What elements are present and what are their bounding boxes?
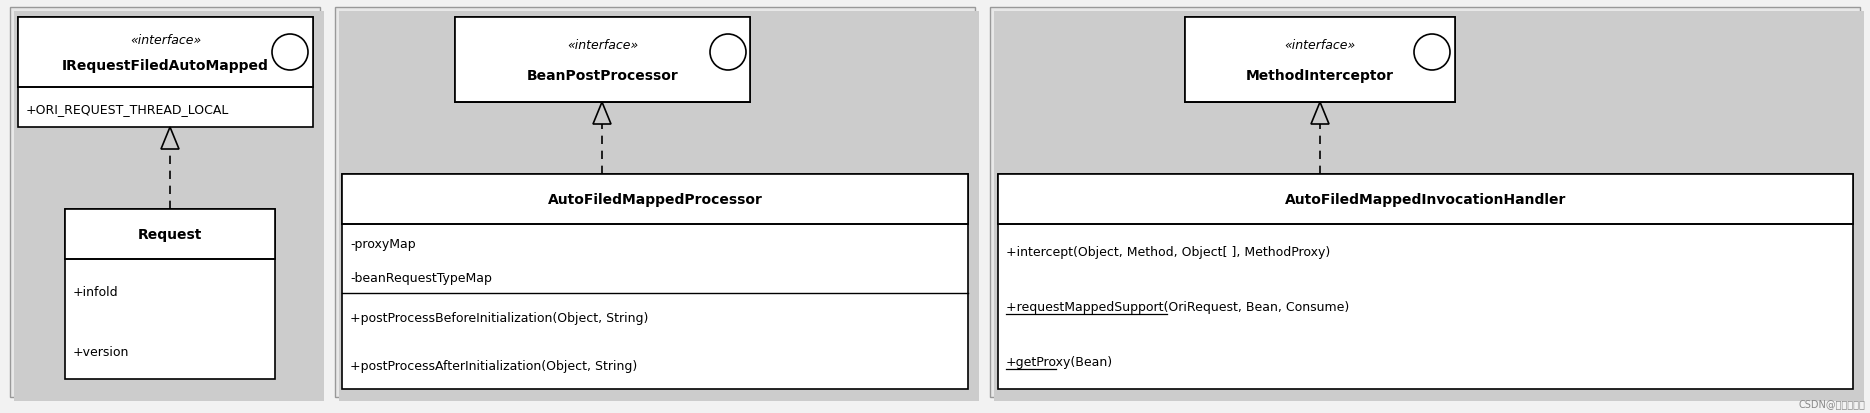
Bar [22, 22, 318, 132]
Text: CSDN@转技术团队: CSDN@转技术团队 [1799, 398, 1864, 408]
Bar [346, 178, 972, 393]
Bar [69, 214, 279, 383]
Bar [1189, 22, 1459, 107]
Bar [995, 12, 1864, 401]
Text: -proxyMap: -proxyMap [350, 237, 415, 250]
Bar [65, 209, 275, 379]
Text: +intercept(Object, Method, Object[ ], MethodProxy): +intercept(Object, Method, Object[ ], Me… [1006, 245, 1330, 259]
Bar [65, 209, 275, 259]
Bar [989, 8, 1861, 397]
Text: «interface»: «interface» [567, 38, 638, 52]
Circle shape [711, 35, 746, 71]
Bar [342, 175, 969, 224]
Bar [999, 175, 1853, 224]
Text: +getProxy(Bean): +getProxy(Bean) [1006, 355, 1113, 368]
Bar [454, 18, 750, 103]
Bar [13, 12, 324, 401]
Bar [1002, 178, 1857, 393]
Text: «interface»: «interface» [1285, 38, 1356, 52]
Bar [999, 175, 1853, 389]
Text: AutoFiledMappedProcessor: AutoFiledMappedProcessor [548, 192, 763, 206]
Bar [1186, 18, 1455, 103]
Text: BeanPostProcessor: BeanPostProcessor [527, 69, 679, 83]
Text: IRequestFiledAutoMapped: IRequestFiledAutoMapped [62, 59, 269, 72]
Bar [19, 18, 312, 128]
Bar [338, 12, 980, 401]
Bar [458, 22, 754, 107]
Bar [454, 18, 750, 103]
Text: +infold: +infold [73, 286, 118, 299]
Bar [1186, 18, 1455, 103]
Text: Request: Request [138, 228, 202, 242]
Text: +requestMappedSupport(OriRequest, Bean, Consume): +requestMappedSupport(OriRequest, Bean, … [1006, 300, 1350, 313]
Circle shape [1414, 35, 1449, 71]
Text: -beanRequestTypeMap: -beanRequestTypeMap [350, 272, 492, 285]
Bar [335, 8, 974, 397]
Text: +postProcessBeforeInitialization(Object, String): +postProcessBeforeInitialization(Object,… [350, 311, 649, 324]
Bar [342, 175, 969, 389]
Bar [9, 8, 320, 397]
Bar [19, 18, 312, 88]
Text: +postProcessAfterInitialization(Object, String): +postProcessAfterInitialization(Object, … [350, 359, 638, 372]
Text: +ORI_REQUEST_THREAD_LOCAL: +ORI_REQUEST_THREAD_LOCAL [26, 103, 230, 116]
Text: +version: +version [73, 346, 129, 358]
Circle shape [271, 35, 309, 71]
Text: «interface»: «interface» [129, 34, 202, 47]
Text: MethodInterceptor: MethodInterceptor [1245, 69, 1393, 83]
Text: AutoFiledMappedInvocationHandler: AutoFiledMappedInvocationHandler [1285, 192, 1567, 206]
